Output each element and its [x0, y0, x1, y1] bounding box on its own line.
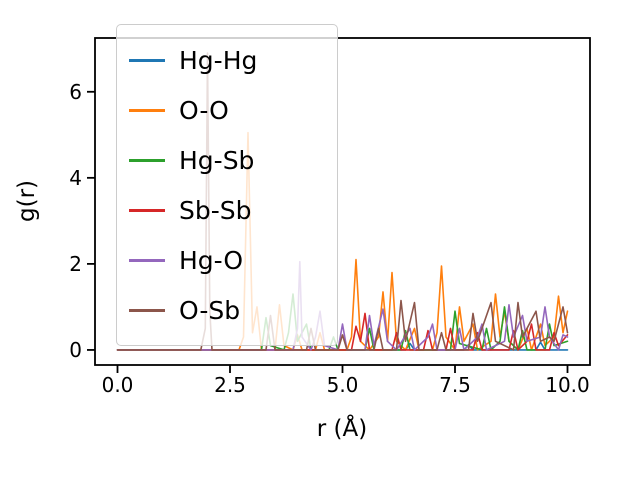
legend-item-label: Sb-Sb [179, 195, 252, 225]
x-tick-label: 7.5 [439, 373, 471, 397]
legend-item: Hg-Hg [129, 35, 325, 85]
legend-item: O-Sb [129, 285, 325, 335]
y-tick-label: 6 [69, 80, 82, 104]
y-axis-label: g(r) [14, 180, 40, 222]
legend-line-swatch [129, 108, 165, 112]
x-tick-label: 0.0 [102, 373, 134, 397]
y-tick-label: 4 [69, 166, 82, 190]
legend: Hg-Hg O-O Hg-Sb Sb-Sb Hg-O O-Sb [116, 24, 338, 346]
legend-item-label: O-Sb [179, 295, 241, 325]
legend-item: Sb-Sb [129, 185, 325, 235]
y-tick-label: 0 [69, 338, 82, 362]
legend-item: Hg-O [129, 235, 325, 285]
x-tick-label: 5.0 [327, 373, 359, 397]
legend-item: O-O [129, 85, 325, 135]
legend-item-label: Hg-Hg [179, 45, 258, 75]
y-tick-label: 2 [69, 252, 82, 276]
axes-spines [94, 37, 591, 366]
legend-item-label: Hg-O [179, 245, 244, 275]
x-tick-label: 2.5 [214, 373, 246, 397]
legend-item-label: O-O [179, 95, 229, 125]
legend-line-swatch [129, 258, 165, 262]
legend-line-swatch [129, 308, 165, 312]
legend-item: Hg-Sb [129, 135, 325, 185]
legend-line-swatch [129, 58, 165, 62]
legend-line-swatch [129, 158, 165, 162]
legend-item-label: Hg-Sb [179, 145, 255, 175]
legend-line-swatch [129, 208, 165, 212]
x-axis-label: r (Å) [317, 414, 367, 442]
x-tick-label: 10.0 [545, 373, 590, 397]
